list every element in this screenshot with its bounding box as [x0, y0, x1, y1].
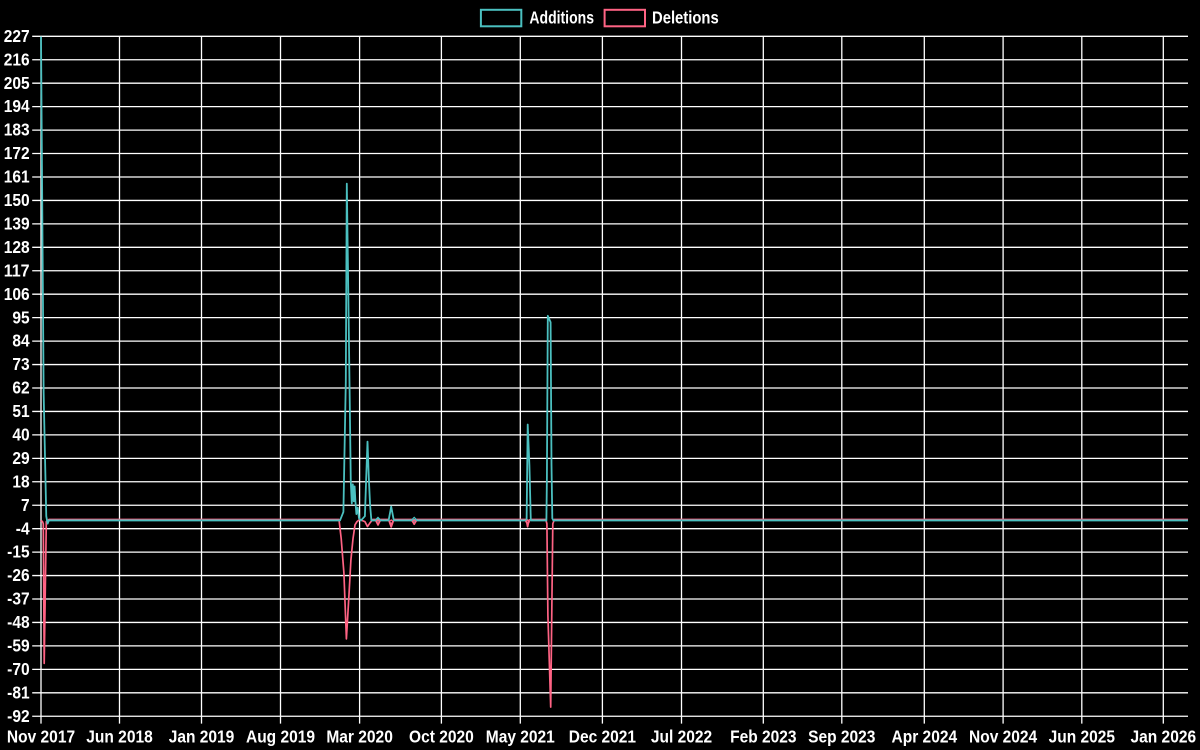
- svg-text:-48: -48: [7, 612, 30, 632]
- svg-text:205: 205: [4, 73, 30, 93]
- svg-text:Mar 2020: Mar 2020: [326, 727, 393, 747]
- svg-text:Dec 2021: Dec 2021: [569, 727, 637, 747]
- svg-text:Jul 2022: Jul 2022: [651, 727, 713, 747]
- svg-text:Nov 2017: Nov 2017: [7, 727, 75, 747]
- svg-text:62: 62: [12, 378, 29, 398]
- svg-text:7: 7: [21, 495, 30, 515]
- svg-text:139: 139: [4, 213, 30, 233]
- svg-text:194: 194: [4, 96, 30, 116]
- svg-text:183: 183: [4, 120, 30, 140]
- svg-text:Jun 2025: Jun 2025: [1049, 727, 1116, 747]
- svg-text:106: 106: [4, 284, 30, 304]
- svg-text:Nov 2024: Nov 2024: [969, 727, 1037, 747]
- svg-text:Jun 2018: Jun 2018: [86, 727, 153, 747]
- svg-text:Aug 2019: Aug 2019: [246, 727, 315, 747]
- svg-text:-70: -70: [7, 659, 30, 679]
- svg-text:73: 73: [12, 354, 29, 374]
- svg-text:51: 51: [12, 401, 29, 421]
- svg-text:150: 150: [4, 190, 30, 210]
- svg-text:128: 128: [4, 237, 30, 257]
- svg-text:40: 40: [12, 424, 29, 444]
- svg-text:Deletions: Deletions: [652, 8, 719, 28]
- svg-text:Jan 2019: Jan 2019: [169, 727, 235, 747]
- svg-text:-37: -37: [7, 589, 29, 609]
- svg-text:-15: -15: [7, 542, 30, 562]
- svg-text:227: 227: [4, 26, 30, 46]
- svg-text:29: 29: [12, 448, 29, 468]
- svg-text:Sep 2023: Sep 2023: [808, 727, 876, 747]
- svg-text:Feb 2023: Feb 2023: [730, 727, 797, 747]
- svg-text:-81: -81: [7, 682, 30, 702]
- svg-text:-26: -26: [7, 565, 30, 585]
- svg-text:161: 161: [4, 167, 30, 187]
- svg-text:Apr 2024: Apr 2024: [892, 727, 958, 747]
- svg-text:-4: -4: [16, 518, 30, 538]
- svg-text:18: 18: [12, 471, 29, 491]
- svg-text:-59: -59: [7, 636, 30, 656]
- svg-text:216: 216: [4, 49, 30, 69]
- svg-text:117: 117: [4, 260, 30, 280]
- svg-text:172: 172: [4, 143, 30, 163]
- svg-text:Jan 2026: Jan 2026: [1131, 727, 1197, 747]
- svg-text:Additions: Additions: [529, 8, 594, 28]
- svg-text:84: 84: [12, 331, 29, 351]
- svg-text:Oct 2020: Oct 2020: [409, 727, 474, 747]
- svg-text:May 2021: May 2021: [486, 727, 555, 747]
- svg-text:95: 95: [12, 307, 29, 327]
- svg-text:-92: -92: [7, 706, 30, 726]
